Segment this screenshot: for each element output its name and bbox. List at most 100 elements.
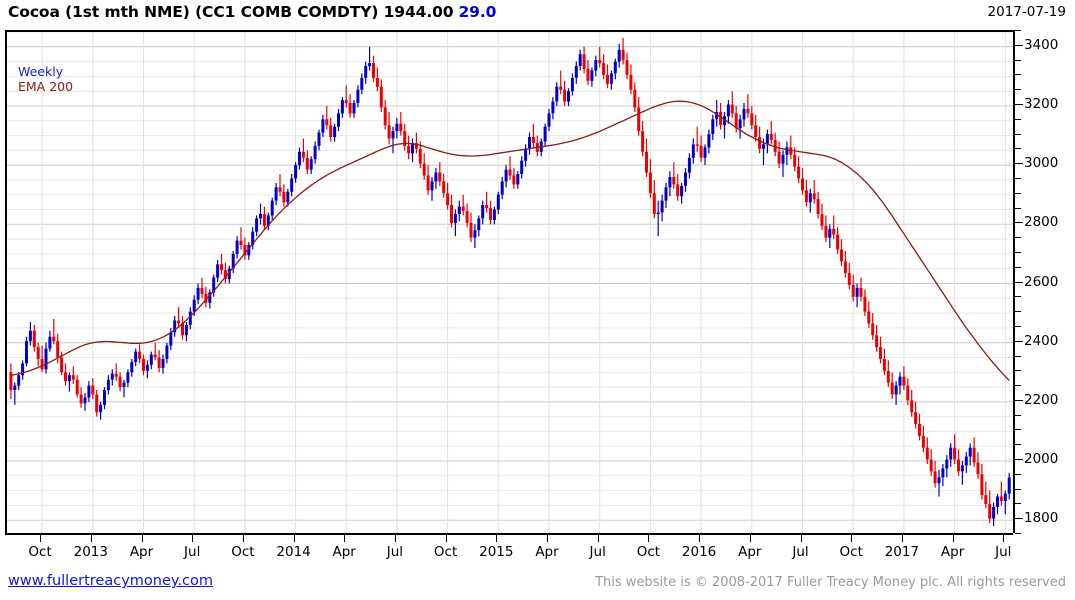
x-axis-label: Jul [386, 544, 404, 560]
y-axis-tick [1015, 163, 1023, 165]
y-axis-tick [1015, 473, 1021, 475]
y-axis-label: 2800 [1024, 214, 1059, 231]
x-axis-label: Jul [184, 544, 201, 560]
price-change: 29.0 [458, 3, 497, 21]
x-axis-tick [699, 535, 701, 542]
y-axis-tick [1015, 104, 1023, 105]
x-axis-tick [800, 535, 802, 542]
y-axis: 1800 2000 2200 2400 2600 2800 3000 3200 3400 [1013, 30, 1075, 534]
copyright-notice: This website is © 2008-2017 Fuller Treac… [595, 575, 1066, 590]
y-axis-label: 2200 [1024, 391, 1059, 408]
x-axis-tick [597, 535, 599, 542]
y-axis-tick [1015, 311, 1021, 313]
x-axis-label: 2016 [681, 544, 717, 560]
x-axis: Oct 2013 Apr Jul Oct 2014 Apr Jul Oct 2015 Apr Jul O… [5, 533, 1015, 565]
x-axis-label: 2017 [884, 544, 920, 560]
y-axis-tick [1015, 118, 1021, 120]
x-axis-tick [901, 535, 903, 542]
y-axis-tick [1015, 533, 1021, 534]
y-axis-tick [1015, 518, 1023, 520]
x-axis-label: Oct [433, 544, 458, 560]
x-axis-label: Apr [332, 544, 356, 560]
x-axis-label: Apr [940, 544, 965, 560]
price-chart-svg [7, 32, 1013, 533]
y-axis-tick [1015, 133, 1021, 135]
y-axis-tick [1015, 59, 1021, 61]
x-axis-label: Oct [839, 544, 863, 560]
x-axis-tick [749, 535, 751, 542]
x-axis-line [5, 533, 1013, 535]
y-axis-tick [1015, 30, 1021, 31]
x-axis-label: Jul [995, 544, 1012, 560]
x-axis-tick [90, 535, 92, 542]
y-axis-tick [1015, 370, 1021, 372]
y-axis-tick [1015, 503, 1021, 505]
website-link[interactable]: www.fullertreacymoney.com [8, 573, 213, 589]
x-axis-tick [648, 535, 650, 542]
y-axis-tick [1015, 429, 1021, 431]
y-axis-tick [1015, 89, 1021, 91]
x-axis-tick [394, 535, 396, 542]
x-axis-tick [293, 535, 295, 542]
y-axis-tick [1015, 237, 1021, 239]
y-axis-tick [1015, 399, 1023, 401]
quote-date: 2017-07-19 [987, 4, 1066, 20]
instrument-title-text: Cocoa (1st mth NME) (CC1 COMB COMDTY) 19… [8, 3, 454, 21]
x-axis-tick [192, 535, 194, 542]
y-axis-tick [1015, 488, 1021, 490]
chart-canvas[interactable] [7, 32, 1013, 533]
x-axis-label: Jul [589, 544, 606, 560]
x-axis-label: 2014 [276, 544, 311, 560]
y-axis-tick [1015, 44, 1023, 46]
y-axis-tick [1015, 251, 1021, 253]
y-axis-tick [1015, 281, 1023, 283]
legend-ema-200: EMA 200 [18, 79, 74, 94]
x-axis-tick [1003, 535, 1005, 542]
y-axis-tick [1015, 459, 1023, 460]
y-axis-label: 3000 [1024, 155, 1059, 172]
y-axis-tick [1015, 192, 1021, 194]
x-axis-tick [344, 535, 346, 542]
x-axis-tick [141, 535, 143, 542]
chart-header: Cocoa (1st mth NME) (CC1 COMB COMDTY) 19… [0, 0, 1075, 27]
y-axis-tick [1015, 177, 1021, 179]
x-axis-tick [851, 535, 853, 542]
y-axis-label: 2000 [1024, 451, 1059, 467]
chart-plot-frame[interactable]: Weekly EMA 200 [5, 30, 1013, 533]
y-axis-tick [1015, 385, 1021, 387]
x-axis-tick [952, 535, 954, 542]
x-axis-label: Apr [535, 544, 559, 560]
x-axis-label: 2015 [479, 544, 514, 560]
x-axis-label: Oct [636, 544, 661, 560]
x-axis-tick [496, 535, 498, 542]
x-axis-tick [547, 535, 548, 542]
x-axis-tick [445, 535, 447, 542]
candlestick-series [9, 37, 1011, 527]
x-axis-label: Apr [129, 544, 154, 560]
y-axis-tick [1015, 444, 1021, 446]
legend-interval: Weekly [18, 64, 64, 79]
y-axis-tick [1015, 296, 1021, 298]
x-axis-tick [242, 535, 244, 542]
ema-200-line [10, 100, 1010, 381]
y-axis-tick [1015, 414, 1021, 416]
y-axis-label: 2600 [1024, 273, 1059, 290]
x-axis-label: Jul [792, 544, 809, 560]
y-axis-label: 1800 [1024, 510, 1059, 527]
gridlines [7, 32, 1013, 533]
y-axis-line [1013, 30, 1015, 533]
y-axis-tick [1015, 74, 1021, 76]
y-axis-tick [1015, 266, 1021, 268]
x-axis-label: Oct [28, 544, 52, 560]
chart-footer: www.fullertreacymoney.com This website i… [0, 570, 1075, 600]
chart-legend: Weekly EMA 200 [18, 64, 73, 94]
y-axis-tick [1015, 207, 1021, 209]
y-axis-tick [1015, 325, 1021, 327]
instrument-title: Cocoa (1st mth NME) (CC1 COMB COMDTY) 19… [8, 3, 496, 21]
y-axis-tick [1015, 148, 1021, 150]
x-axis-label: 2013 [73, 544, 108, 560]
y-axis-tick [1015, 355, 1021, 357]
y-axis-tick [1015, 340, 1023, 342]
x-axis-label: Oct [231, 544, 255, 560]
